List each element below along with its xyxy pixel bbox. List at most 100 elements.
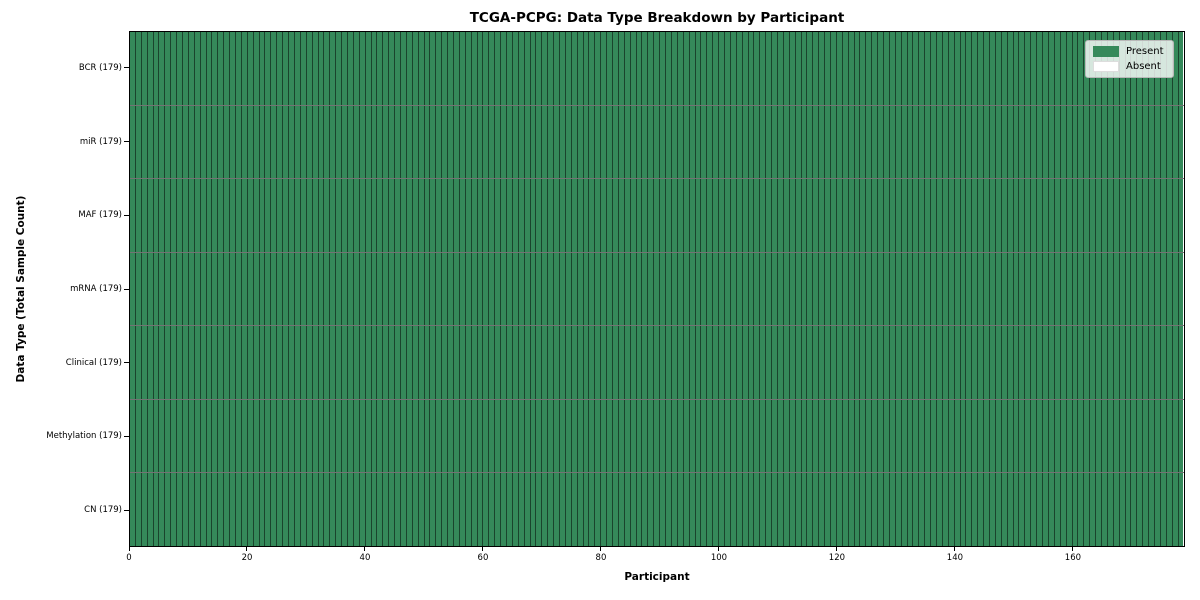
heatmap-cell <box>305 179 312 252</box>
heatmap-cell <box>299 326 306 399</box>
heatmap-cell <box>670 105 677 179</box>
heatmap-cell <box>1012 252 1019 326</box>
heatmap-cell <box>824 326 830 399</box>
heatmap-cell <box>712 179 719 252</box>
heatmap-cell <box>588 473 595 547</box>
heatmap-cell <box>282 105 289 179</box>
heatmap-cell <box>1000 179 1007 252</box>
heatmap-cell <box>405 252 412 326</box>
heatmap-cell <box>488 179 495 252</box>
heatmap-cell <box>1148 252 1154 326</box>
heatmap-cell <box>865 399 872 473</box>
heatmap-cell <box>252 326 259 399</box>
heatmap-cell <box>146 32 153 105</box>
heatmap-cell <box>1024 326 1031 399</box>
heatmap-cell <box>470 473 477 547</box>
heatmap-cell <box>317 326 324 399</box>
heatmap-cell <box>953 473 960 547</box>
heatmap-cell <box>953 252 960 326</box>
heatmap-cell <box>535 473 542 547</box>
heatmap-cell <box>1042 252 1048 326</box>
heatmap-cell <box>594 179 601 252</box>
heatmap-cell <box>130 32 135 105</box>
heatmap-cell <box>570 105 577 179</box>
heatmap-cell <box>847 252 854 326</box>
y-tick-label: miR (179) <box>79 136 122 147</box>
heatmap-cell <box>883 399 889 473</box>
heatmap-cell <box>564 179 571 252</box>
heatmap-cell <box>305 399 312 473</box>
heatmap-cell <box>140 252 147 326</box>
heatmap-cell <box>399 32 406 105</box>
heatmap-cell <box>535 252 542 326</box>
heatmap-cell <box>193 399 200 473</box>
heatmap-cell <box>305 473 312 547</box>
heatmap-cell <box>276 252 283 326</box>
heatmap-cell <box>800 105 807 179</box>
heatmap-cell <box>1036 179 1043 252</box>
heatmap-cell <box>1130 399 1137 473</box>
heatmap-cell <box>517 32 524 105</box>
heatmap-cell <box>594 399 601 473</box>
heatmap-cell <box>688 473 695 547</box>
heatmap-cell <box>476 473 483 547</box>
heatmap-cell <box>723 399 730 473</box>
heatmap-cell <box>511 252 518 326</box>
heatmap-cell <box>429 399 436 473</box>
heatmap-cell <box>853 32 860 105</box>
heatmap-cell <box>158 32 165 105</box>
heatmap-cell <box>1153 473 1160 547</box>
heatmap-cell <box>423 105 430 179</box>
heatmap-cell <box>288 326 294 399</box>
heatmap-cell <box>276 473 283 547</box>
heatmap-cell <box>765 252 772 326</box>
heatmap-cell <box>759 473 766 547</box>
heatmap-cell <box>223 326 230 399</box>
x-tick-label: 100 <box>710 553 728 563</box>
heatmap-cell <box>600 473 607 547</box>
heatmap-cell <box>370 399 377 473</box>
heatmap-cell <box>782 473 789 547</box>
heatmap-cell <box>623 326 630 399</box>
heatmap-cell <box>1106 399 1113 473</box>
heatmap-cell <box>341 252 347 326</box>
heatmap-cell <box>659 252 666 326</box>
heatmap-cell <box>659 473 666 547</box>
heatmap-cell <box>364 326 371 399</box>
heatmap-cell <box>629 179 636 252</box>
legend-entry: Absent <box>1093 61 1164 72</box>
heatmap-cell <box>158 105 165 179</box>
heatmap-cell <box>523 179 530 252</box>
y-tick-mark <box>124 362 129 364</box>
heatmap-cell <box>311 399 318 473</box>
heatmap-cell <box>759 179 766 252</box>
heatmap-cell <box>1142 473 1149 547</box>
heatmap-cell <box>623 399 630 473</box>
heatmap-cell <box>776 252 783 326</box>
heatmap-cell <box>1124 179 1131 252</box>
heatmap-cell <box>394 252 400 326</box>
heatmap-cell <box>1100 326 1107 399</box>
heatmap-cell <box>1095 179 1101 252</box>
heatmap-cell <box>771 32 777 105</box>
heatmap-cell <box>182 252 188 326</box>
heatmap-cell <box>1059 399 1066 473</box>
heatmap-cell <box>411 32 418 105</box>
heatmap-cell <box>871 252 878 326</box>
heatmap-cell <box>665 105 671 179</box>
heatmap-cell <box>270 252 277 326</box>
heatmap-cell <box>1018 252 1025 326</box>
heatmap-cell <box>470 399 477 473</box>
heatmap-cell <box>723 326 730 399</box>
heatmap-cell <box>476 326 483 399</box>
heatmap-cell <box>399 252 406 326</box>
heatmap-cell <box>1018 105 1025 179</box>
y-tick-label: mRNA (179) <box>70 284 122 294</box>
heatmap-cell <box>871 32 878 105</box>
heatmap-cell <box>447 252 453 326</box>
heatmap-cell <box>653 179 660 252</box>
heatmap-cell <box>517 326 524 399</box>
heatmap-cell <box>1071 326 1078 399</box>
heatmap-cell <box>187 399 194 473</box>
heatmap-cell <box>588 179 595 252</box>
